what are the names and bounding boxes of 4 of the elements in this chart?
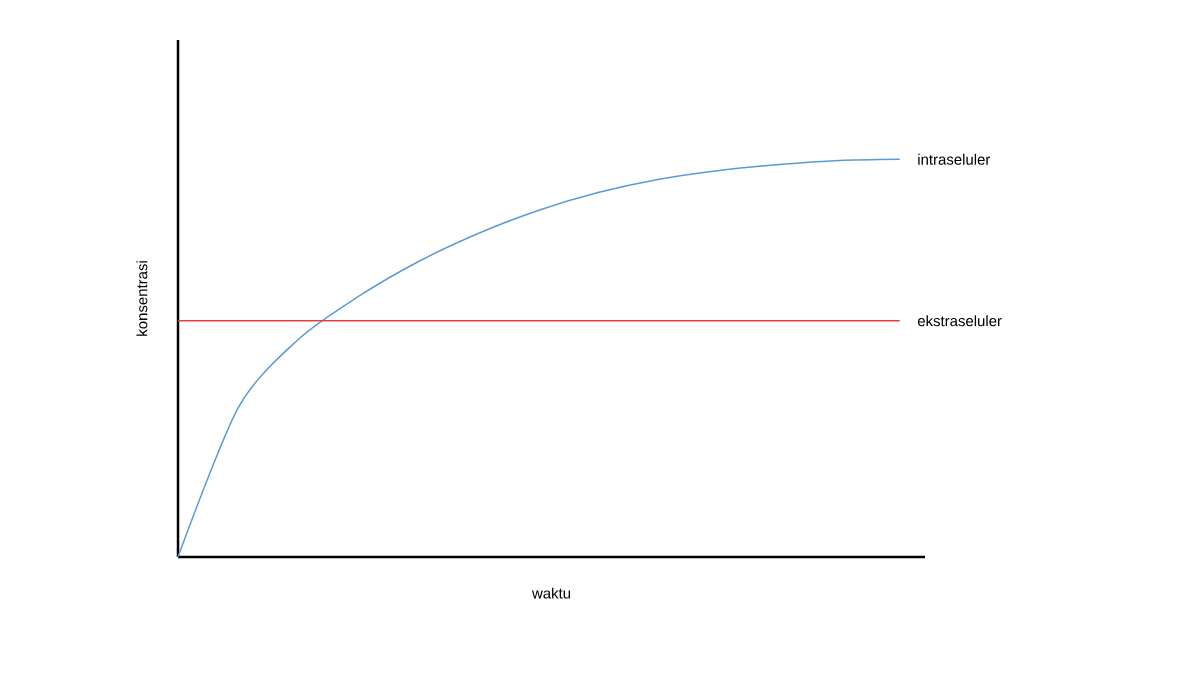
series-label: intraseluler xyxy=(918,153,991,165)
y-axis-title: konsentrasi xyxy=(136,261,148,336)
x-axis-title: waktu xyxy=(531,587,571,599)
series-label: ekstraseluler xyxy=(917,315,1002,327)
